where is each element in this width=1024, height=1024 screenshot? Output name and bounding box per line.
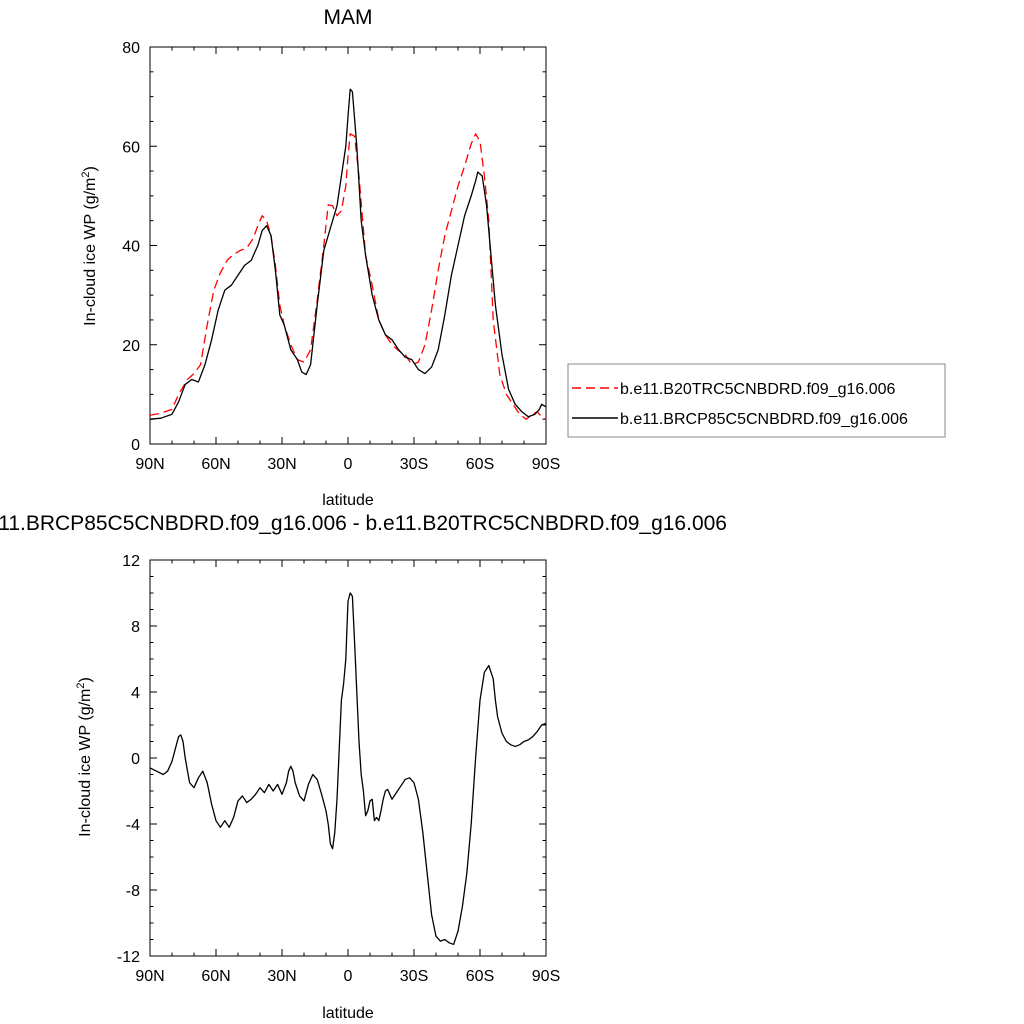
top-x-tick-label: 60S <box>466 456 494 473</box>
top-chart-panel: MAM 90N 60N 30N 0 30S 60S 90S 0 20 40 60 80 latitud… <box>80 6 946 509</box>
bottom-plot-frame <box>149 559 547 957</box>
bottom-y-axis-label-close: ) <box>77 677 94 682</box>
top-x-tick-label: 0 <box>344 456 353 473</box>
bottom-plot-area: 90N 60N 30N 0 30S 60S 90S -12 -8 -4 0 4 8 12 <box>117 553 560 985</box>
top-y-tick-label: 80 <box>122 40 140 57</box>
legend-label-series-2: b.e11.BRCP85C5CNBDRD.f09_g16.006 <box>620 411 908 428</box>
bottom-y-tick-label: 4 <box>131 685 140 702</box>
top-y-tick-label: 20 <box>122 338 140 355</box>
bottom-x-tick-label: 90S <box>532 968 560 985</box>
bottom-y-tick-label: -8 <box>126 883 140 900</box>
bottom-x-tick-label: 30N <box>267 968 296 985</box>
top-plot-frame <box>149 46 547 445</box>
top-plot-area: 90N 60N 30N 0 30S 60S 90S 0 20 40 60 80 <box>122 40 560 473</box>
top-series-line-2 <box>149 88 547 420</box>
top-x-tick-label: 30S <box>400 456 428 473</box>
bottom-y-axis-label-sup: 2 <box>75 683 87 689</box>
bottom-y-tick-label: 12 <box>122 553 140 570</box>
top-y-tick-label: 40 <box>122 239 140 256</box>
bottom-y-tick-label: 8 <box>131 619 140 636</box>
bottom-y-tick-label: 0 <box>131 751 140 768</box>
top-x-axis-label: latitude <box>322 492 374 509</box>
top-y-tick-label: 60 <box>122 139 140 156</box>
bottom-x-tick-label: 0 <box>344 968 353 985</box>
top-series-line-1 <box>149 133 547 420</box>
top-x-tick-label: 90N <box>135 456 164 473</box>
legend-label-series-1: b.e11.B20TRC5CNBDRD.f09_g16.006 <box>620 381 896 398</box>
bottom-chart-panel: b.e11.BRCP85C5CNBDRD.f09_g16.006 - b.e11… <box>0 512 727 1022</box>
bottom-y-axis-label-main: In-cloud ice WP (g/m <box>77 689 94 837</box>
bottom-x-tick-label: 60N <box>201 968 230 985</box>
top-y-axis-label: In-cloud ice WP (g/m2) <box>80 166 99 326</box>
top-y-axis-label-close: ) <box>82 166 99 171</box>
bottom-chart-title: b.e11.BRCP85C5CNBDRD.f09_g16.006 - b.e11… <box>0 512 727 535</box>
bottom-y-tick-label: -12 <box>117 949 140 966</box>
bottom-x-axis-label: latitude <box>322 1005 374 1022</box>
legend: b.e11.B20TRC5CNBDRD.f09_g16.006 b.e11.BR… <box>567 363 946 438</box>
top-y-axis-label-main: In-cloud ice WP (g/m <box>82 178 99 326</box>
bottom-y-tick-label: -4 <box>126 817 140 834</box>
bottom-x-tick-label: 30S <box>400 968 428 985</box>
top-x-tick-label: 90S <box>532 456 560 473</box>
bottom-x-tick-label: 60S <box>466 968 494 985</box>
top-y-tick-label: 0 <box>131 437 140 454</box>
top-chart-title: MAM <box>324 6 373 29</box>
bottom-y-axis-label: In-cloud ice WP (g/m2) <box>75 677 94 837</box>
top-y-axis-label-sup: 2 <box>80 172 92 178</box>
top-x-tick-label: 30N <box>267 456 296 473</box>
top-x-tick-label: 60N <box>201 456 230 473</box>
bottom-x-tick-label: 90N <box>135 968 164 985</box>
bottom-series-line-1 <box>149 592 547 946</box>
legend-box <box>567 363 946 438</box>
